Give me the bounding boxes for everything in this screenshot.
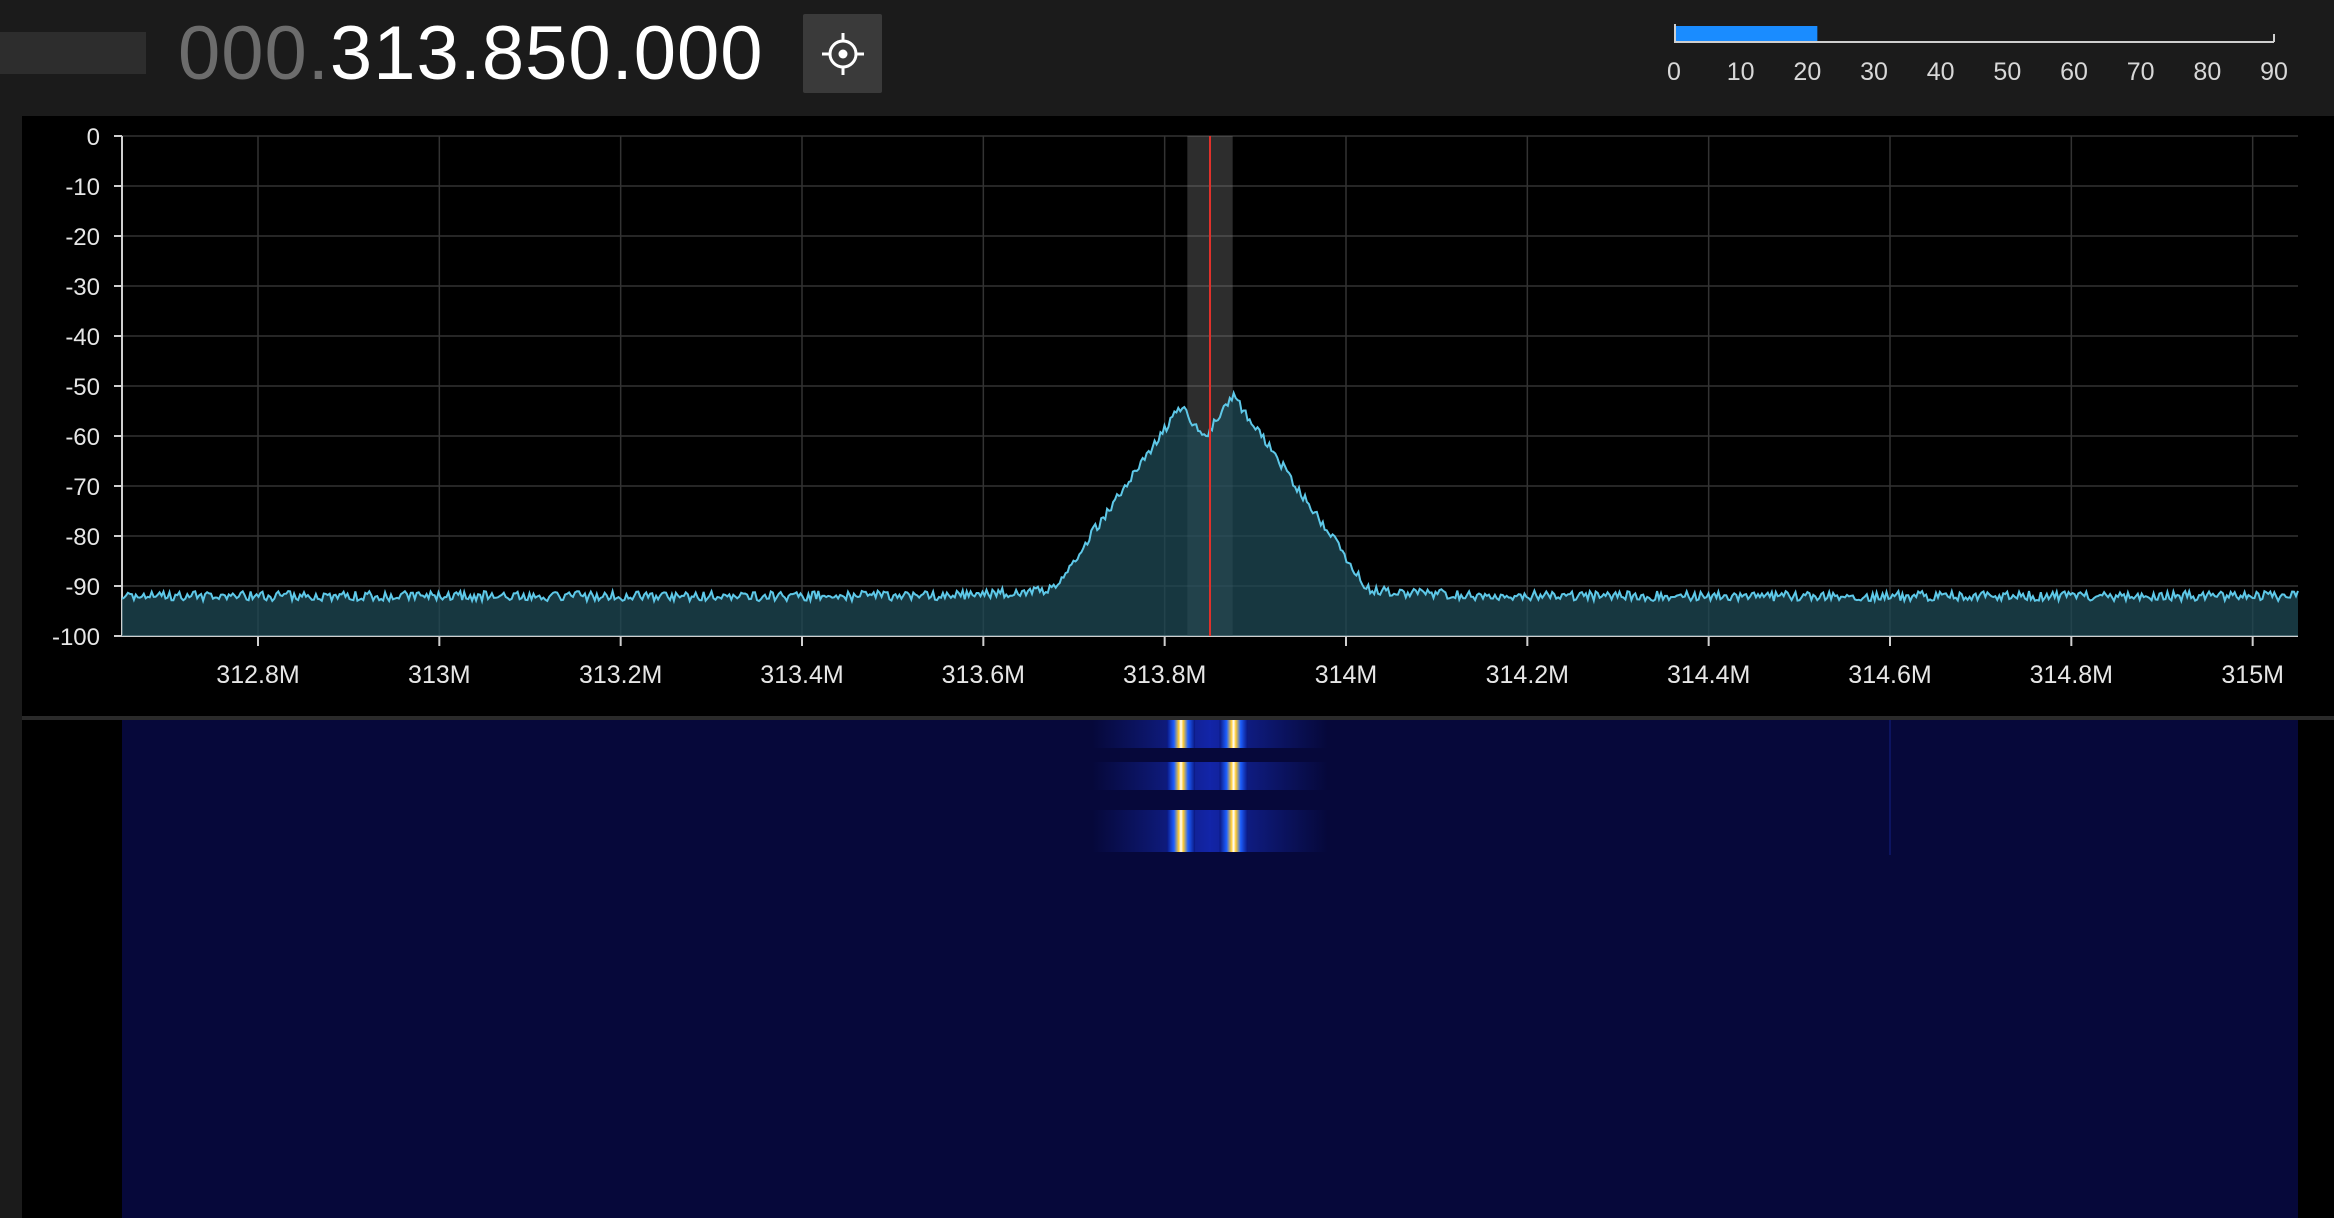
spectrum-x-tick-label: 313M (408, 661, 471, 689)
spectrum-x-tick-label: 314.4M (1667, 661, 1750, 689)
spectrum-y-tick-label: -90 (65, 574, 100, 601)
waterfall-signal-trace (1166, 762, 1195, 790)
level-meter-tick-label: 10 (1727, 58, 1755, 86)
waterfall-signal-trace (1219, 810, 1248, 852)
level-meter-tick-label: 40 (1927, 58, 1955, 86)
spectrum-x-tick-label: 314.6M (1848, 661, 1931, 689)
frequency-main-digits[interactable]: 313.850.000 (329, 11, 764, 96)
spectrum-y-tick-label: -60 (65, 424, 100, 451)
spectrum-y-tick-label: -10 (65, 174, 100, 201)
top-bar: 000.313.850.000 0 10 20 30 40 50 60 70 80 90 (0, 0, 2334, 110)
level-meter-fill (1674, 26, 1818, 42)
level-meter-tick-label: 20 (1793, 58, 1821, 86)
spectrum-x-tick-label: 314.8M (2030, 661, 2113, 689)
left-panel-strip (0, 110, 22, 1218)
waterfall-faint-signal (1889, 720, 1891, 855)
spectrum-x-tick-label: 312.8M (216, 661, 299, 689)
level-meter-tick-label: 80 (2193, 58, 2221, 86)
level-meter-tick-label: 30 (1860, 58, 1888, 86)
level-meter-tick-label: 0 (1667, 58, 1681, 86)
spectrum-plot[interactable]: 0 -10 -20 -30 -40 -50 -60 -70 -80 -90 -100 312.8M 31… (22, 116, 2334, 716)
waterfall-background[interactable] (122, 720, 2298, 1218)
level-meter-tick-label: 60 (2060, 58, 2088, 86)
waterfall-burst-band (1092, 810, 1328, 852)
level-meter-tick-label: 70 (2127, 58, 2155, 86)
spectrum-x-tick-label: 313.6M (942, 661, 1025, 689)
spectrum-panel[interactable]: 0 -10 -20 -30 -40 -50 -60 -70 -80 -90 -100 312.8M 31… (22, 116, 2334, 716)
waterfall-signal-trace (1166, 810, 1195, 852)
spectrum-y-tick-label: -40 (65, 324, 100, 351)
frequency-display[interactable]: 000.313.850.000 (178, 6, 764, 102)
spectrum-y-tick-label: -80 (65, 524, 100, 551)
waterfall-signal-trace (1219, 720, 1248, 748)
spectrum-y-tick-label: -100 (52, 624, 100, 651)
panel-divider[interactable] (22, 716, 2334, 720)
crosshair-target-icon (821, 32, 864, 75)
level-meter-tick-label: 50 (1993, 58, 2021, 86)
sidebar-toggle-tab[interactable] (0, 32, 146, 74)
spectrum-x-tick-label: 315M (2221, 661, 2284, 689)
spectrum-y-tick-label: -50 (65, 374, 100, 401)
spectrum-x-tick-label: 314.2M (1486, 661, 1569, 689)
level-meter-scale: 0 10 20 30 40 50 60 70 80 90 (1667, 24, 2288, 86)
spectrum-y-tick-label: -30 (65, 274, 100, 301)
spectrum-x-tick-label: 313.8M (1123, 661, 1206, 689)
waterfall-signal-trace (1219, 762, 1248, 790)
spectrum-y-tick-label: -70 (65, 474, 100, 501)
spectrum-y-tick-label: -20 (65, 224, 100, 251)
spectrum-x-tick-label: 314M (1315, 661, 1378, 689)
waterfall-display[interactable] (22, 720, 2334, 1218)
frequency-prefix-digits[interactable]: 000. (178, 11, 330, 96)
signal-level-meter[interactable]: 0 10 20 30 40 50 60 70 80 90 (1660, 14, 2300, 94)
waterfall-panel[interactable] (22, 720, 2334, 1218)
spectrum-x-tick-label: 313.4M (760, 661, 843, 689)
waterfall-burst-band (1092, 762, 1328, 790)
spectrum-y-tick-label: 0 (87, 124, 100, 151)
level-meter-tick-label: 90 (2260, 58, 2288, 86)
waterfall-burst-band (1092, 720, 1328, 748)
center-frequency-button[interactable] (803, 14, 882, 93)
waterfall-signal-trace (1166, 720, 1195, 748)
spectrum-x-tick-label: 313.2M (579, 661, 662, 689)
